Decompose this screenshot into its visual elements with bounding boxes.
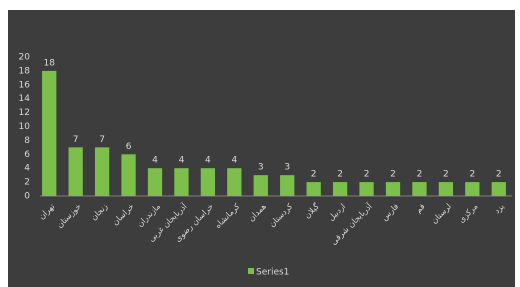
bar [465, 182, 479, 196]
data-label: 7 [73, 135, 79, 145]
data-label: 3 [258, 163, 264, 173]
y-tick-label: 10 [19, 122, 31, 132]
data-label: 4 [179, 156, 185, 166]
bar [492, 182, 506, 196]
bar [95, 147, 109, 196]
y-tick-label: 12 [19, 108, 30, 118]
data-label: 2 [364, 170, 370, 180]
y-tick-label: 18 [19, 66, 31, 76]
bar [333, 182, 347, 196]
bar [174, 168, 188, 196]
bar [412, 182, 426, 196]
data-label: 3 [284, 163, 290, 173]
y-tick-label: 20 [19, 53, 31, 63]
data-label: 18 [43, 58, 55, 68]
data-label: 2 [390, 170, 396, 180]
data-label: 2 [417, 170, 423, 180]
bar [280, 175, 294, 196]
data-label: 2 [337, 170, 343, 180]
bar [201, 168, 215, 196]
data-label: 4 [205, 156, 211, 166]
bar [254, 175, 268, 196]
legend-swatch [248, 268, 254, 274]
y-tick-label: 8 [24, 136, 30, 146]
data-label: 2 [469, 170, 475, 180]
chart: 02468101214161820تهرانخوزستانزنجانخراسان… [0, 0, 520, 287]
bar [69, 147, 83, 196]
y-tick-label: 14 [19, 94, 31, 104]
bar [307, 182, 321, 196]
data-label: 2 [496, 170, 502, 180]
data-label: 2 [443, 170, 449, 180]
y-tick-label: 2 [24, 178, 30, 188]
bar [439, 182, 453, 196]
y-tick-label: 16 [19, 80, 31, 90]
legend-label: Series1 [256, 268, 289, 278]
data-label: 6 [126, 142, 132, 152]
bar [121, 154, 135, 196]
data-label: 4 [152, 156, 158, 166]
data-label: 2 [311, 170, 317, 180]
bar [359, 182, 373, 196]
bar [227, 168, 241, 196]
data-label: 7 [99, 135, 105, 145]
bar [148, 168, 162, 196]
y-tick-label: 6 [24, 150, 30, 160]
data-label: 4 [231, 156, 237, 166]
chart-background [8, 10, 515, 287]
bar [386, 182, 400, 196]
y-tick-label: 4 [24, 164, 30, 174]
bar [42, 71, 56, 196]
y-tick-label: 0 [24, 192, 30, 202]
